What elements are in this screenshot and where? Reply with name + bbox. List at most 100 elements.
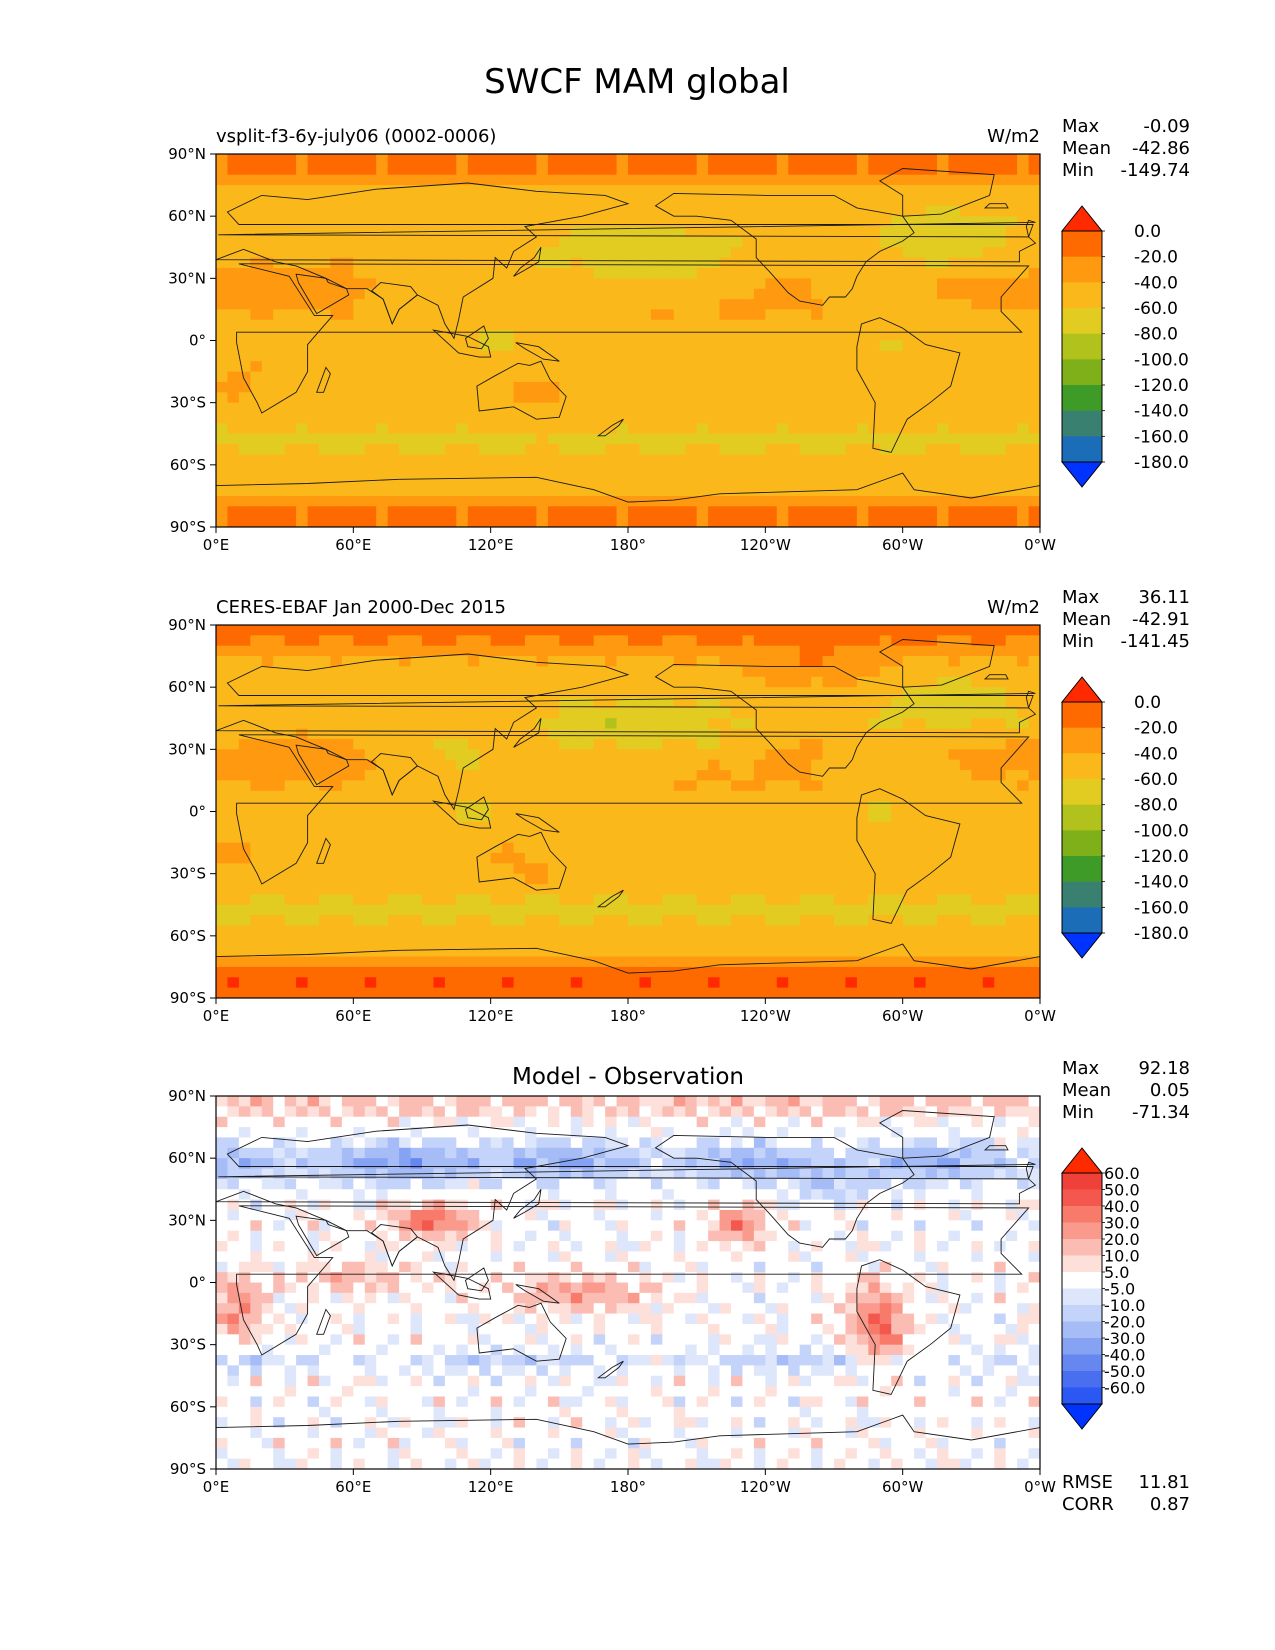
field-cell bbox=[502, 738, 515, 750]
field-cell bbox=[742, 195, 755, 207]
field-cell bbox=[971, 666, 984, 678]
field-cell bbox=[742, 759, 755, 771]
field-cell bbox=[238, 361, 251, 373]
field-cell bbox=[616, 288, 629, 300]
field-cell bbox=[502, 216, 515, 228]
field-cell bbox=[971, 475, 984, 487]
field-cell bbox=[994, 413, 1007, 424]
field-cell bbox=[547, 288, 560, 300]
field-cell bbox=[582, 790, 595, 802]
field-cell bbox=[959, 340, 972, 352]
field-cell bbox=[982, 516, 995, 527]
field-cell bbox=[216, 226, 229, 238]
field-cell bbox=[513, 832, 526, 844]
field-cell bbox=[753, 884, 766, 895]
field-cell bbox=[925, 625, 938, 636]
field-cell bbox=[319, 226, 332, 238]
field-cell bbox=[616, 423, 629, 435]
field-cell bbox=[582, 278, 595, 290]
field-cell bbox=[593, 195, 606, 207]
field-cell bbox=[502, 154, 515, 165]
field-cell bbox=[776, 475, 789, 487]
field-cell bbox=[273, 925, 286, 937]
field-cell bbox=[834, 506, 847, 518]
field-cell bbox=[948, 288, 961, 300]
field-cell bbox=[605, 423, 618, 435]
field-cell bbox=[902, 801, 915, 813]
field-cell bbox=[273, 904, 286, 916]
field-cell bbox=[593, 780, 606, 792]
field-cell bbox=[959, 195, 972, 207]
field-cell bbox=[994, 873, 1007, 885]
field-cell bbox=[341, 475, 354, 487]
field-cell bbox=[387, 852, 400, 864]
field-cell bbox=[227, 915, 240, 927]
field-cell bbox=[639, 707, 652, 719]
field-cell bbox=[811, 884, 824, 895]
field-cell bbox=[559, 205, 572, 217]
field-cell bbox=[616, 164, 629, 176]
field-cell bbox=[776, 676, 789, 688]
field-cell bbox=[994, 216, 1007, 228]
field-cell bbox=[376, 216, 389, 228]
field-cell bbox=[708, 894, 721, 906]
field-cell bbox=[582, 185, 595, 197]
field-cell bbox=[616, 464, 629, 476]
field-cell bbox=[1028, 728, 1040, 740]
field-cell bbox=[776, 738, 789, 750]
field-cell bbox=[662, 444, 675, 456]
field-cell bbox=[982, 697, 995, 709]
field-cell bbox=[559, 801, 572, 813]
colorbar-extend-bottom bbox=[1060, 461, 1104, 488]
field-cell bbox=[238, 656, 251, 668]
field-cell bbox=[708, 625, 721, 636]
field-cell bbox=[582, 749, 595, 761]
field-cell bbox=[593, 423, 606, 435]
panel-left-title: vsplit-f3-6y-july06 (0002-0006) bbox=[216, 126, 496, 147]
field-cell bbox=[399, 863, 412, 875]
field-cell bbox=[959, 666, 972, 678]
field-cell bbox=[456, 625, 469, 636]
field-cell bbox=[1028, 299, 1040, 311]
field-cell bbox=[353, 361, 366, 373]
field-cell bbox=[605, 309, 618, 321]
field-cell bbox=[719, 894, 732, 906]
field-cell bbox=[834, 392, 847, 404]
field-cell bbox=[891, 770, 904, 782]
field-cell bbox=[467, 884, 480, 895]
field-cell bbox=[582, 433, 595, 445]
field-cell bbox=[799, 759, 812, 771]
field-cell bbox=[319, 330, 332, 342]
field-cell bbox=[696, 780, 709, 792]
field-cell bbox=[479, 361, 492, 373]
field-cell bbox=[467, 894, 480, 906]
field-cell bbox=[216, 444, 229, 456]
field-cell bbox=[502, 485, 515, 497]
field-cell bbox=[479, 371, 492, 383]
field-cell bbox=[937, 495, 950, 507]
field-cell bbox=[788, 770, 801, 782]
field-cell bbox=[628, 423, 641, 435]
field-cell bbox=[1005, 516, 1018, 527]
field-cell bbox=[227, 645, 240, 657]
field-cell bbox=[719, 205, 732, 217]
field-cell bbox=[799, 770, 812, 782]
field-cell bbox=[1017, 164, 1030, 176]
field-cell bbox=[994, 278, 1007, 290]
field-cell bbox=[250, 718, 263, 730]
field-cell bbox=[708, 267, 721, 279]
field-cell bbox=[788, 174, 801, 186]
field-cell bbox=[250, 904, 263, 916]
field-cell bbox=[399, 811, 412, 823]
field-cell bbox=[422, 267, 435, 279]
field-cell bbox=[650, 361, 663, 373]
field-cell bbox=[422, 444, 435, 456]
field-cell bbox=[994, 707, 1007, 719]
field-cell bbox=[422, 863, 435, 875]
field-cell bbox=[387, 884, 400, 895]
field-cell bbox=[353, 506, 366, 518]
field-cell bbox=[399, 780, 412, 792]
field-cell bbox=[834, 801, 847, 813]
field-cell bbox=[582, 444, 595, 456]
field-cell bbox=[834, 433, 847, 445]
